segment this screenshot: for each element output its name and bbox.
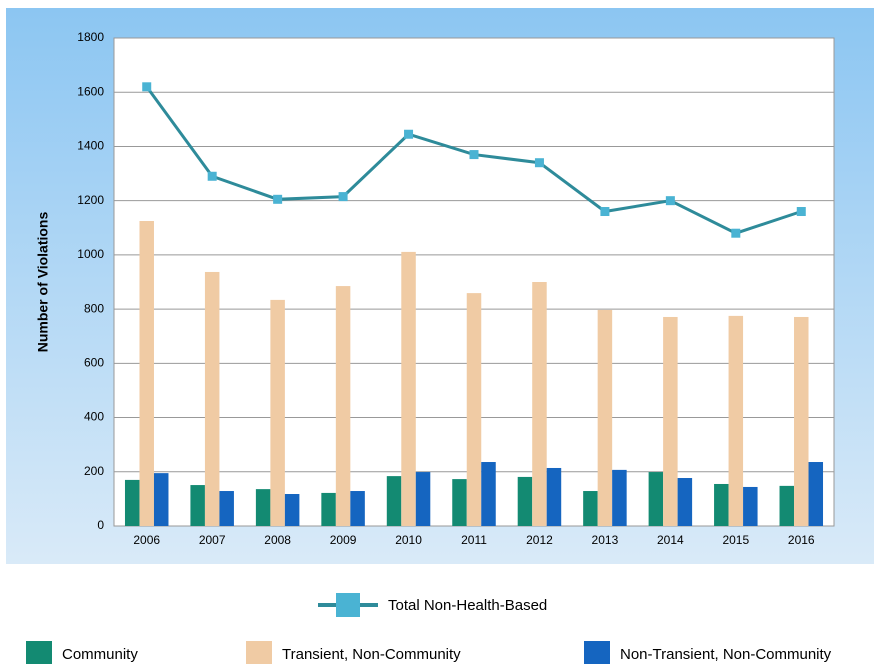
bar (190, 485, 205, 526)
bar (648, 472, 664, 526)
bar (452, 479, 467, 526)
y-tick-label: 1800 (77, 30, 104, 44)
marker (796, 207, 806, 217)
legend-label: Total Non-Health-Based (388, 597, 547, 614)
y-tick-label: 400 (84, 410, 104, 424)
bar (153, 473, 169, 526)
bar (321, 492, 336, 526)
x-tick-label: 2011 (461, 533, 487, 547)
bar (270, 299, 285, 526)
x-tick-label: 2006 (133, 533, 160, 547)
bar (401, 251, 416, 526)
x-tick-label: 2009 (330, 533, 357, 547)
legend-label: Community (62, 646, 138, 663)
marker (338, 192, 348, 202)
bar (728, 315, 744, 526)
x-tick-label: 2010 (395, 533, 422, 547)
bar (481, 462, 496, 526)
bar (466, 293, 482, 526)
legend-label: Transient, Non-Community (282, 646, 461, 663)
legend-swatch (584, 641, 610, 664)
x-tick-label: 2016 (788, 533, 815, 547)
bar (386, 476, 402, 526)
x-tick-label: 2008 (264, 533, 291, 547)
legend-swatch (246, 641, 272, 664)
y-tick-label: 1200 (77, 193, 104, 207)
y-axis-label: Number of Violations (35, 212, 51, 353)
x-tick-label: 2014 (657, 533, 684, 547)
bar (714, 483, 729, 526)
y-tick-label: 800 (84, 301, 104, 315)
bar (612, 469, 627, 526)
bar (255, 489, 271, 526)
marker (469, 150, 479, 160)
bar (335, 286, 351, 526)
marker (665, 196, 675, 206)
x-tick-label: 2012 (526, 533, 553, 547)
bar (583, 491, 598, 526)
y-tick-label: 1600 (77, 84, 104, 98)
legend-marker (336, 593, 360, 617)
marker (142, 82, 152, 92)
bar (517, 476, 533, 526)
y-tick-label: 1000 (77, 247, 104, 261)
bar (677, 478, 693, 526)
marker (207, 171, 217, 181)
marker (404, 129, 414, 139)
legend-swatch (26, 641, 52, 664)
bar (284, 494, 300, 526)
bar (350, 491, 365, 526)
y-tick-label: 0 (97, 518, 104, 532)
bar (794, 316, 809, 526)
marker (534, 158, 544, 168)
bar (204, 271, 220, 526)
x-tick-label: 2013 (592, 533, 619, 547)
bar (532, 282, 547, 526)
legend-label: Non-Transient, Non-Community (620, 646, 832, 663)
marker (273, 194, 283, 204)
bar (219, 491, 234, 526)
bar (743, 486, 758, 526)
bar (546, 467, 562, 526)
y-tick-label: 200 (84, 464, 104, 478)
bar (663, 316, 678, 526)
y-tick-label: 600 (84, 356, 104, 370)
bar (597, 309, 613, 526)
marker (731, 228, 741, 238)
bar (779, 485, 795, 526)
bar (415, 472, 431, 526)
y-tick-label: 1400 (77, 139, 104, 153)
bar (808, 462, 824, 526)
x-tick-label: 2007 (199, 533, 226, 547)
bar (124, 479, 140, 526)
bar (139, 221, 154, 526)
marker (600, 207, 610, 217)
x-tick-label: 2015 (722, 533, 749, 547)
